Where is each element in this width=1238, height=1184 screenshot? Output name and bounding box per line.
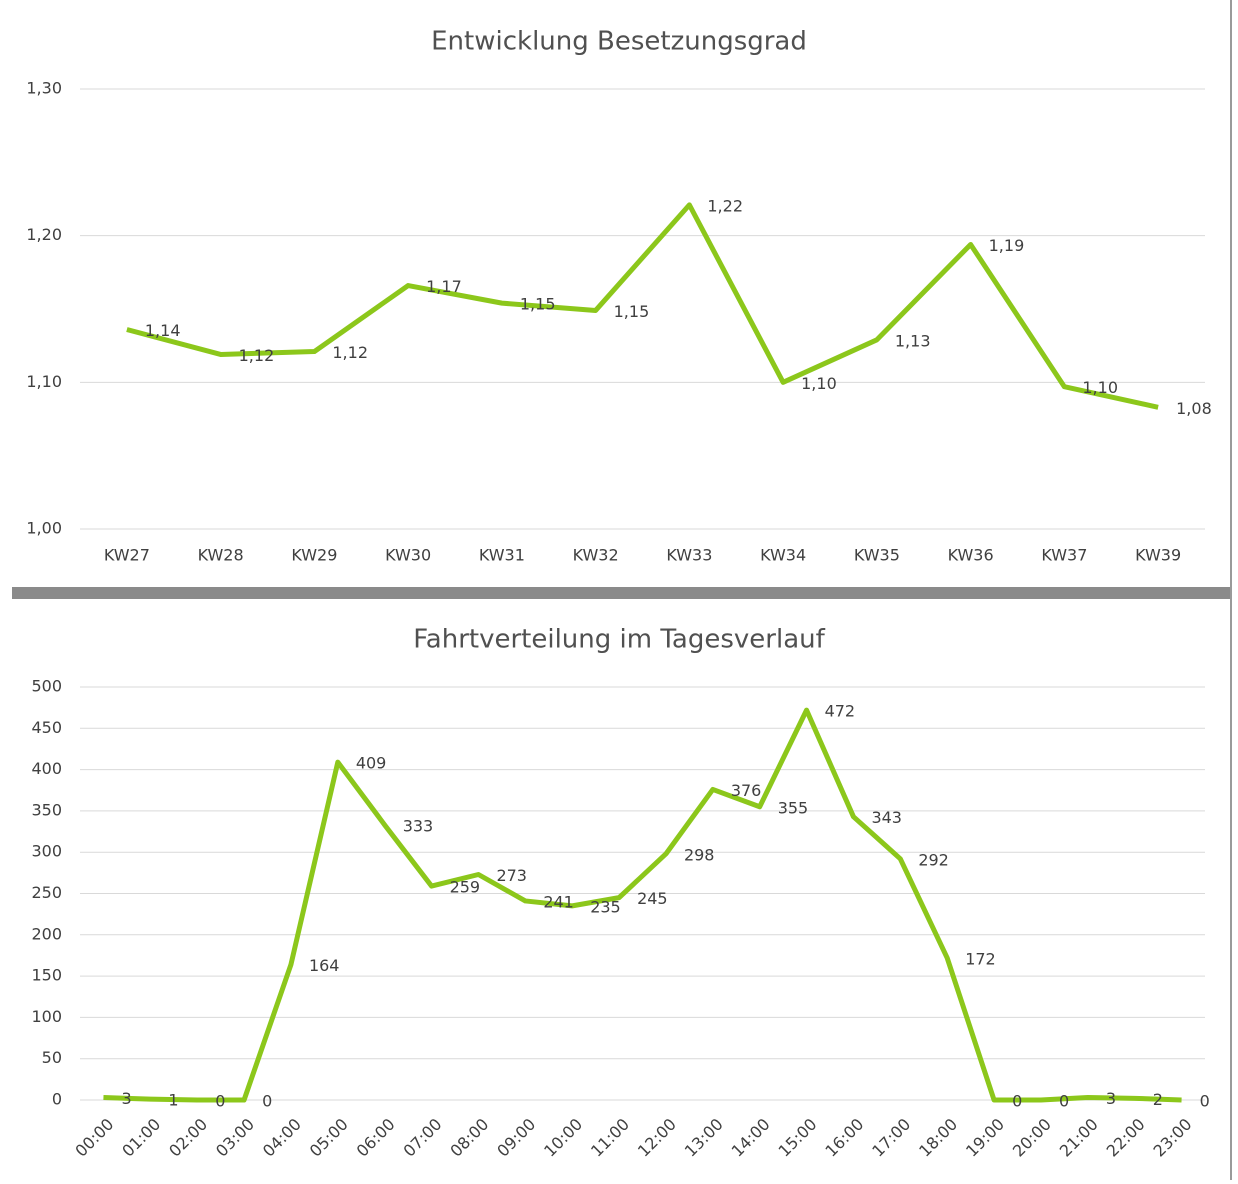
data-label: 273 <box>496 866 527 885</box>
data-label: 1,15 <box>614 302 650 321</box>
y-tick-label: 50 <box>42 1048 62 1067</box>
data-label: 1,08 <box>1176 399 1212 418</box>
y-tick-label: 250 <box>31 883 62 902</box>
data-label: 0 <box>1059 1092 1069 1111</box>
series-line <box>103 707 1182 1103</box>
data-label: 3 <box>1106 1089 1116 1108</box>
x-tick-label: KW29 <box>291 546 337 565</box>
data-label: 1,22 <box>707 196 743 215</box>
x-tick-label: KW28 <box>198 546 244 565</box>
y-tick-label: 450 <box>31 718 62 737</box>
data-label: 0 <box>262 1092 272 1111</box>
data-label: 292 <box>918 850 949 869</box>
data-label: 343 <box>871 808 902 827</box>
chart-title: Fahrtverteilung im Tagesverlauf <box>413 625 825 655</box>
y-tick-label: 150 <box>31 966 62 985</box>
data-label: 172 <box>965 949 996 968</box>
chart-title: Entwicklung Besetzungsgrad <box>431 27 807 57</box>
data-label: 1,17 <box>426 277 462 296</box>
data-label: 355 <box>778 798 809 817</box>
data-label: 1,12 <box>239 346 275 365</box>
y-tick-label: 1,00 <box>26 519 62 538</box>
data-label: 376 <box>731 781 762 800</box>
data-label: 1,13 <box>895 331 931 350</box>
x-tick-label: KW33 <box>666 546 712 565</box>
y-tick-label: 350 <box>31 800 62 819</box>
data-label: 1,12 <box>332 343 368 362</box>
data-label: 1,15 <box>520 295 556 314</box>
data-label: 1,19 <box>989 236 1025 255</box>
data-label: 1,10 <box>801 374 837 393</box>
data-label: 472 <box>825 702 856 721</box>
y-tick-label: 0 <box>52 1090 62 1109</box>
data-label: 164 <box>309 956 340 975</box>
x-tick-label: KW27 <box>104 546 150 565</box>
y-tick-label: 1,20 <box>26 225 62 244</box>
data-label: 1,14 <box>145 321 181 340</box>
data-label: 0 <box>1200 1092 1210 1111</box>
data-label: 2 <box>1153 1090 1163 1109</box>
y-tick-label: 400 <box>31 759 62 778</box>
x-tick-label: KW32 <box>573 546 619 565</box>
data-label: 235 <box>590 897 621 916</box>
x-tick-label: KW31 <box>479 546 525 565</box>
data-label: 409 <box>356 754 387 773</box>
x-tick-label: KW37 <box>1041 546 1087 565</box>
data-label: 0 <box>215 1092 225 1111</box>
data-label: 298 <box>684 845 715 864</box>
y-tick-label: 1,30 <box>26 79 62 98</box>
y-tick-label: 500 <box>31 677 62 696</box>
data-label: 241 <box>543 892 574 911</box>
series-line <box>126 202 1159 410</box>
separator <box>12 587 1232 599</box>
data-label: 333 <box>403 816 434 835</box>
data-label: 3 <box>121 1089 131 1108</box>
y-tick-label: 100 <box>31 1007 62 1026</box>
data-label: 1 <box>168 1091 178 1110</box>
data-label: 1,10 <box>1082 378 1118 397</box>
x-tick-label: KW36 <box>948 546 994 565</box>
y-tick-label: 1,10 <box>26 372 62 391</box>
x-tick-label: KW39 <box>1135 546 1181 565</box>
data-label: 259 <box>450 878 481 897</box>
y-tick-label: 300 <box>31 842 62 861</box>
x-tick-label: KW34 <box>760 546 806 565</box>
data-label: 245 <box>637 889 668 908</box>
data-label: 0 <box>1012 1092 1022 1111</box>
x-tick-label: KW35 <box>854 546 900 565</box>
y-tick-label: 200 <box>31 924 62 943</box>
x-tick-label: KW30 <box>385 546 431 565</box>
